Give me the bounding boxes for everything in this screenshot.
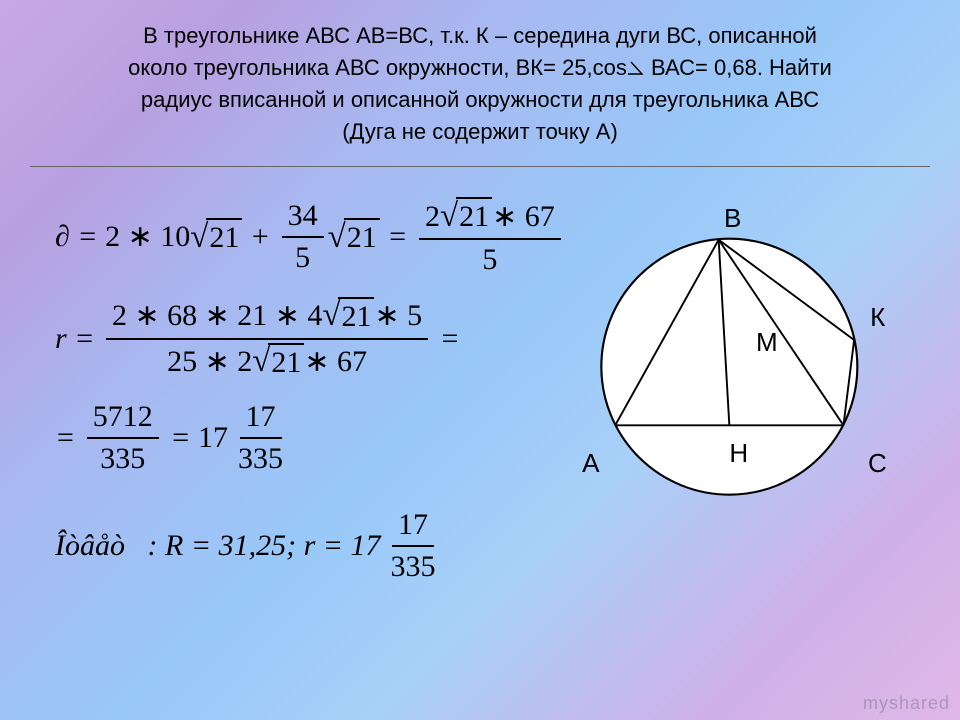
sqrt-icon: 21: [328, 218, 380, 258]
equals: =: [380, 219, 415, 255]
diagram-svg: [580, 212, 900, 532]
f2-num: 2 ∗ 68 ∗ 21 ∗ 4 21∗ 5: [106, 296, 428, 340]
geometry-diagram: В К А С Н М: [580, 212, 900, 532]
sqrt-icon: 21: [440, 197, 492, 237]
problem-statement: В треугольнике АВС АВ=ВС, т.к. К – серед…: [0, 0, 960, 158]
angle-icon: [627, 52, 645, 84]
problem-line1: В треугольнике АВС АВ=ВС, т.к. К – серед…: [143, 23, 817, 48]
f1-a: 2 ∗ 10: [105, 219, 190, 255]
equals: =: [67, 321, 102, 357]
f1-frac: 34 5: [282, 198, 324, 276]
sqrt-icon: 21: [252, 342, 304, 382]
f2-na: 2 ∗ 68 ∗ 21 ∗ 4: [112, 299, 322, 332]
f1-num: 34: [282, 198, 324, 238]
f2-ds: 21: [268, 343, 304, 381]
answer-r-int: r = 17: [304, 528, 381, 564]
f1-sqrt1: 21: [206, 218, 242, 256]
f3-d1: 335: [94, 439, 151, 477]
f2-var: r: [55, 321, 67, 357]
f1-var: ∂: [55, 219, 70, 255]
f1-den: 5: [289, 238, 316, 276]
formula-2: r = 2 ∗ 68 ∗ 21 ∗ 421∗ 5 25 ∗ 221∗ 67 =: [55, 296, 565, 381]
answer-label: Îòâåò: [55, 528, 125, 564]
answer-r-frac: 17 335: [385, 507, 442, 585]
f2-db: ∗ 67: [304, 345, 367, 378]
answer-line: Îòâåò : R = 31,25 ; r = 17 17 335: [55, 507, 565, 585]
f3-d2: 335: [232, 439, 289, 477]
f1-sqrt2: 21: [344, 218, 380, 256]
equals: =: [55, 420, 83, 456]
plus: +: [242, 219, 277, 255]
problem-line2b: ВАС= 0,68. Найти: [645, 55, 832, 80]
f2-den: 25 ∗ 2 21∗ 67: [161, 340, 373, 382]
f1-rn-s: 21: [456, 197, 492, 235]
problem-line4: (Дуга не содержит точку А): [342, 119, 618, 144]
f2-ns: 21: [338, 297, 374, 335]
problem-line2a: около треугольника АВС окружности, ВК= 2…: [128, 55, 627, 80]
ar-n: 17: [392, 507, 434, 547]
equals: =: [163, 420, 198, 456]
sqrt-icon: 21: [190, 218, 242, 258]
formula-3: = 5712 335 = 17 17 335: [55, 399, 565, 477]
formula-1: ∂ = 2 ∗ 10 21 + 34 5 21 = 221∗ 67 5: [55, 197, 565, 279]
problem-line3: радиус вписанной и описанной окружности …: [141, 87, 819, 112]
f2-nb: ∗ 5: [374, 299, 422, 332]
f3-n1: 5712: [87, 399, 159, 439]
label-B: В: [724, 203, 741, 234]
colon: :: [125, 528, 165, 564]
f3-frac1: 5712 335: [87, 399, 159, 477]
ar-d: 335: [385, 547, 442, 585]
f3-n2: 17: [240, 399, 282, 439]
content-area: ∂ = 2 ∗ 10 21 + 34 5 21 = 221∗ 67 5 r =: [0, 167, 960, 707]
formulas-block: ∂ = 2 ∗ 10 21 + 34 5 21 = 221∗ 67 5 r =: [55, 197, 565, 604]
f1-rn-a: 2: [425, 200, 440, 233]
label-A: А: [582, 448, 599, 479]
f1-rn-b: ∗ 67: [492, 200, 555, 233]
sqrt-icon: 21: [322, 296, 374, 336]
label-M: М: [756, 327, 778, 358]
f1-res-num: 2 21∗ 67: [419, 197, 561, 241]
equals: =: [432, 321, 460, 357]
f1-res-den: 5: [476, 240, 503, 278]
label-C: С: [868, 448, 887, 479]
label-K: К: [870, 302, 885, 333]
f3-frac2: 17 335: [232, 399, 289, 477]
f2-frac: 2 ∗ 68 ∗ 21 ∗ 421∗ 5 25 ∗ 221∗ 67: [106, 296, 428, 381]
f2-da: 25 ∗ 2: [167, 345, 252, 378]
label-H: Н: [729, 438, 748, 469]
f1-result: 2 21∗ 67 5: [419, 197, 561, 279]
semicolon: ;: [286, 528, 304, 564]
f3-int: 17: [198, 420, 228, 456]
watermark: myshared: [863, 693, 950, 714]
equals: =: [70, 219, 105, 255]
answer-R: R = 31,25: [165, 528, 286, 564]
